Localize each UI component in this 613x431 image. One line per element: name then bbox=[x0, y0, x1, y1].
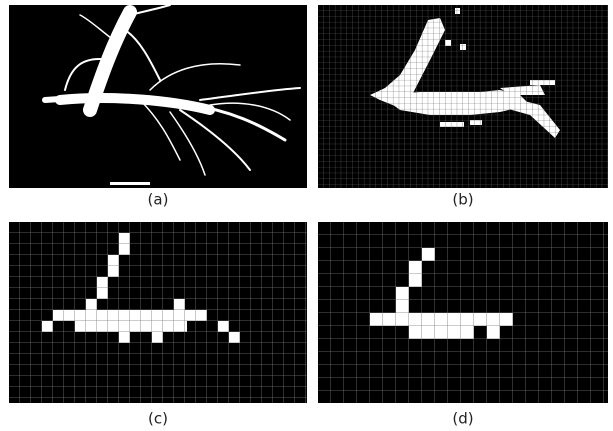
caption: (b) bbox=[452, 191, 473, 209]
caption: (c) bbox=[148, 410, 168, 428]
panel-c bbox=[9, 222, 307, 403]
panel-d bbox=[318, 222, 608, 403]
panel-b bbox=[318, 5, 608, 188]
figure: (a) (b) (c) (d) bbox=[0, 0, 613, 431]
caption: (a) bbox=[148, 191, 169, 209]
panel-a bbox=[9, 5, 307, 188]
caption: (d) bbox=[452, 410, 473, 428]
